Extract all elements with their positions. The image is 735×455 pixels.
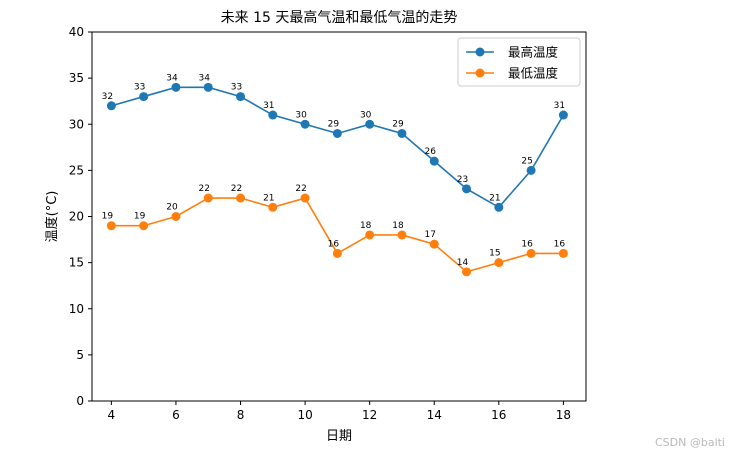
y-tick-label: 0: [76, 394, 84, 408]
legend-marker-2: [475, 68, 485, 78]
data-point: [332, 128, 342, 138]
data-point: [462, 267, 472, 277]
chart-title: 未来 15 天最高气温和最低气温的走势: [221, 9, 458, 26]
data-label: 29: [328, 119, 340, 129]
x-tick-label: 12: [362, 408, 377, 422]
y-tick-label: 25: [69, 163, 84, 177]
data-point: [236, 92, 246, 102]
data-point: [236, 193, 246, 203]
watermark: CSDN @balti: [654, 436, 725, 449]
data-point: [494, 202, 504, 212]
x-tick-label: 4: [108, 408, 116, 422]
data-point: [429, 239, 439, 249]
data-point: [558, 248, 568, 258]
series-line-1: [111, 86, 565, 209]
data-point: [429, 156, 439, 166]
data-label: 16: [328, 239, 340, 249]
data-label: 34: [199, 73, 211, 83]
data-label: 19: [134, 212, 146, 222]
data-point: [397, 230, 407, 240]
data-point: [203, 193, 213, 203]
data-point: [300, 119, 310, 129]
data-label: 18: [360, 221, 372, 231]
data-label: 31: [554, 101, 565, 111]
data-point: [106, 101, 116, 111]
data-point: [494, 258, 504, 268]
data-label: 29: [392, 119, 404, 129]
data-point: [139, 221, 149, 231]
data-label: 20: [166, 203, 178, 213]
data-label: 30: [295, 110, 307, 120]
data-label: 23: [457, 175, 468, 185]
plot-frame: [91, 31, 587, 402]
data-label: 22: [199, 184, 210, 194]
y-tick-label: 15: [69, 256, 84, 270]
data-label: 18: [392, 221, 404, 231]
x-tick-label: 8: [237, 408, 245, 422]
data-label: 32: [102, 92, 113, 102]
data-point: [268, 110, 278, 120]
data-label: 19: [102, 212, 114, 222]
data-label: 14: [457, 258, 469, 268]
legend-marker-1: [475, 47, 485, 57]
data-point: [203, 82, 213, 92]
legend-box: [457, 37, 581, 87]
data-label: 30: [360, 110, 372, 120]
data-label: 26: [425, 147, 437, 157]
data-point: [106, 221, 116, 231]
data-label: 21: [263, 193, 274, 203]
y-tick-label: 10: [69, 302, 84, 316]
y-tick-label: 30: [69, 117, 84, 131]
data-point: [268, 202, 278, 212]
data-label: 33: [231, 83, 242, 93]
data-label: 15: [489, 249, 500, 259]
data-label: 22: [231, 184, 242, 194]
data-point: [526, 165, 536, 175]
y-tick-label: 40: [69, 25, 84, 39]
data-label: 17: [425, 230, 436, 240]
data-point: [332, 248, 342, 258]
x-tick-label: 18: [556, 408, 571, 422]
y-tick-label: 20: [69, 210, 84, 224]
data-point: [139, 92, 149, 102]
data-point: [171, 212, 181, 221]
data-point: [365, 119, 375, 129]
data-point: [558, 110, 568, 120]
data-label: 31: [263, 101, 274, 111]
x-tick-label: 6: [172, 408, 180, 422]
data-label: 21: [489, 193, 500, 203]
y-axis-label: 温度(°C): [44, 191, 60, 243]
data-point: [397, 128, 407, 138]
data-label: 22: [295, 184, 306, 194]
data-label: 16: [521, 239, 533, 249]
y-tick-label: 35: [69, 71, 84, 85]
data-label: 25: [521, 156, 532, 166]
data-label: 33: [134, 83, 145, 93]
data-label: 16: [554, 239, 566, 249]
legend-label-2: 最低温度: [508, 66, 559, 81]
x-tick-label: 16: [491, 408, 506, 422]
data-point: [300, 193, 310, 203]
data-label: 34: [166, 73, 178, 83]
data-point: [462, 184, 472, 194]
x-axis-label: 日期: [326, 429, 352, 444]
data-point: [526, 248, 536, 258]
x-tick-label: 10: [297, 408, 312, 422]
x-tick-label: 14: [427, 408, 442, 422]
data-point: [171, 82, 181, 92]
y-tick-label: 5: [76, 348, 84, 362]
legend-label-1: 最高温度: [508, 45, 559, 60]
data-point: [365, 230, 375, 240]
